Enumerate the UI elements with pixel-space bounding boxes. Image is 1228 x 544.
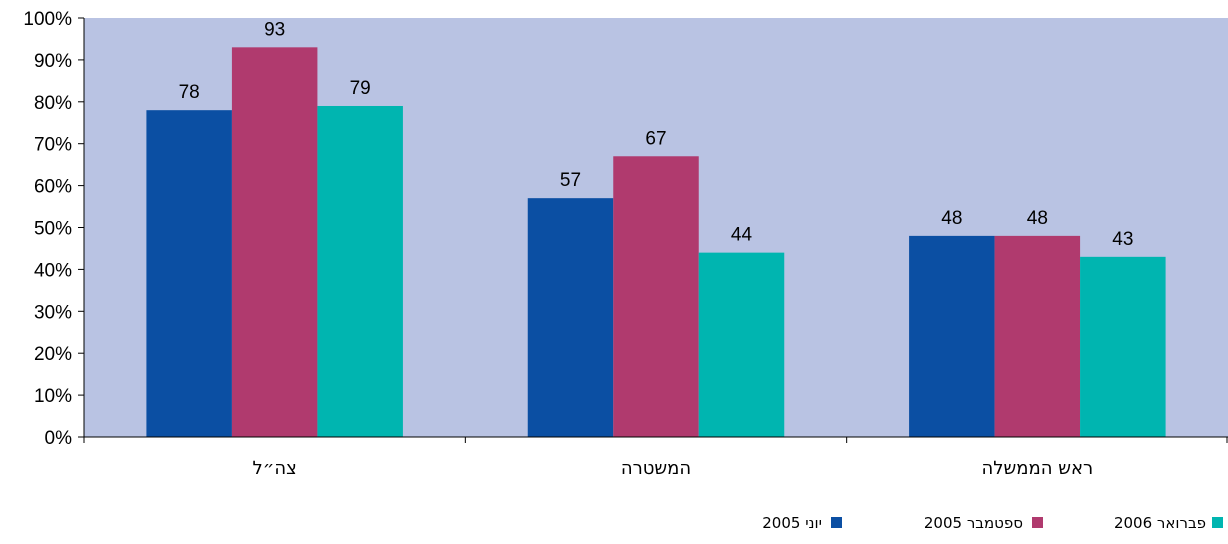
data-label-3-series-2: 48 — [1027, 208, 1048, 229]
y-tick-label: 90% — [34, 51, 72, 72]
y-tick-label: 80% — [34, 93, 72, 114]
data-labels: 78 93 79 57 67 44 48 48 43 — [179, 19, 1134, 250]
bar-2-series-3 — [698, 252, 785, 437]
y-tick-label: 20% — [34, 344, 72, 365]
legend: יוני 2005 ספטמבר 2005 פברואר 2006 — [762, 514, 1223, 532]
axes: 0% 10% 20% 30% 40% 50% 60% 70% 80% 90% 100% צה״ל המש… — [23, 9, 1228, 479]
y-tick-label: 10% — [34, 386, 72, 407]
data-label-1-series-2: 93 — [264, 19, 285, 40]
bar-3-series-2 — [994, 235, 1081, 437]
data-label-2-series-2: 67 — [645, 128, 666, 149]
legend-swatch-1 — [831, 517, 842, 528]
data-label-2-series-1: 57 — [560, 170, 581, 191]
data-label-3-series-3: 43 — [1112, 229, 1133, 250]
y-tick-label: 70% — [34, 135, 72, 156]
bar-1-series-1 — [146, 110, 232, 438]
legend-swatch-2 — [1032, 517, 1043, 528]
bars — [146, 47, 1166, 438]
bar-3-series-3 — [1080, 256, 1166, 437]
data-label-3-series-1: 48 — [941, 208, 962, 229]
category-label-3: ראש הממשלה — [982, 458, 1094, 479]
data-label-1-series-3: 79 — [350, 78, 371, 99]
bar-3-series-1 — [909, 235, 995, 437]
y-tick-label: 40% — [34, 260, 72, 281]
data-label-1-series-1: 78 — [179, 82, 200, 103]
y-tick-label: 60% — [34, 177, 72, 198]
legend-swatch-3 — [1212, 517, 1223, 528]
legend-label-3: פברואר 2006 — [1114, 514, 1206, 532]
legend-label-1: יוני 2005 — [762, 514, 822, 532]
category-label-2: המשטרה — [621, 458, 691, 479]
y-tick-label: 100% — [23, 9, 72, 30]
bar-1-series-3 — [317, 105, 403, 438]
y-tick-label: 50% — [34, 219, 72, 240]
bar-2-series-1 — [527, 198, 614, 437]
bar-2-series-2 — [613, 156, 699, 437]
bar-1-series-2 — [231, 47, 318, 438]
data-label-2-series-3: 44 — [731, 225, 753, 246]
y-tick-label: 30% — [34, 302, 72, 323]
category-label-1: צה״ל — [253, 458, 297, 479]
legend-label-2: ספטמבר 2005 — [924, 514, 1023, 532]
y-tick-label: 0% — [45, 428, 73, 449]
